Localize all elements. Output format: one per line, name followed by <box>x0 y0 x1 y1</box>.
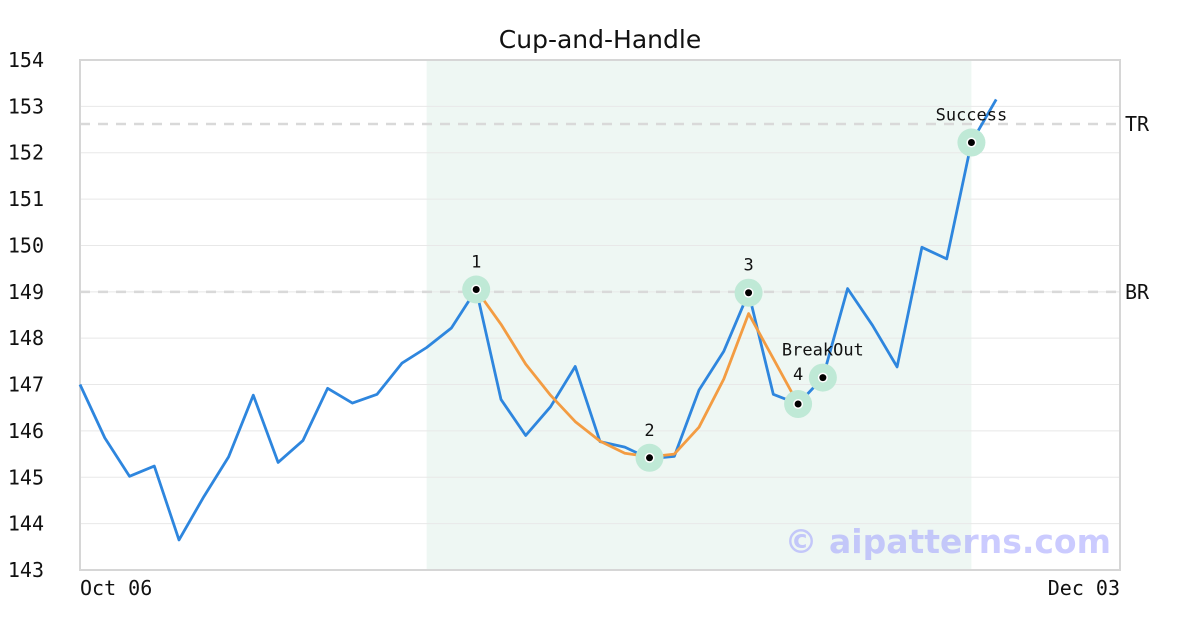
level-label: TR <box>1125 112 1150 136</box>
y-tick-label: 149 <box>8 280 44 304</box>
y-tick-label: 146 <box>8 419 44 443</box>
pattern-point <box>967 139 975 147</box>
pattern-point-label: 3 <box>743 256 753 276</box>
pattern-point <box>646 454 654 462</box>
chart-title: Cup-and-Handle <box>499 25 701 54</box>
pattern-point <box>745 289 753 297</box>
pattern-point-label: 1 <box>471 253 481 273</box>
price-line <box>78 98 998 542</box>
pattern-highlight-region <box>426 60 972 570</box>
plot-area-frame <box>79 59 1121 571</box>
x-tick-label: Oct 06 <box>80 576 152 600</box>
y-tick-label: 152 <box>8 141 44 165</box>
pattern-point <box>472 286 480 293</box>
y-tick-label: 151 <box>8 187 44 211</box>
pattern-point-label: Success <box>936 106 1008 126</box>
pattern-point <box>819 374 827 382</box>
level-label: BR <box>1125 280 1150 304</box>
y-tick-label: 145 <box>8 465 44 489</box>
pattern-point-label: 2 <box>644 421 654 441</box>
level-lines: TR BR <box>80 112 1150 304</box>
y-tick-label: 144 <box>8 512 44 536</box>
pattern-points: 1 2 3 4 BreakOut Success <box>462 106 1007 472</box>
x-axis-ticks: Oct 06 Dec 03 <box>80 576 1120 600</box>
pattern-point <box>794 400 802 408</box>
y-tick-label: 150 <box>8 233 44 257</box>
y-tick-label: 147 <box>8 373 44 397</box>
y-tick-label: 143 <box>8 558 44 582</box>
y-axis-ticks: 143 144 145 146 147 148 149 150 151 152 153 154 <box>8 48 44 582</box>
y-tick-label: 153 <box>8 94 44 118</box>
pattern-point-label: 4 <box>793 365 803 385</box>
y-tick-label: 154 <box>8 48 44 72</box>
y-tick-label: 148 <box>8 326 44 350</box>
watermark: © aipatterns.com <box>785 522 1111 561</box>
pattern-point-label: BreakOut <box>782 341 864 361</box>
x-tick-label: Dec 03 <box>1048 576 1120 600</box>
